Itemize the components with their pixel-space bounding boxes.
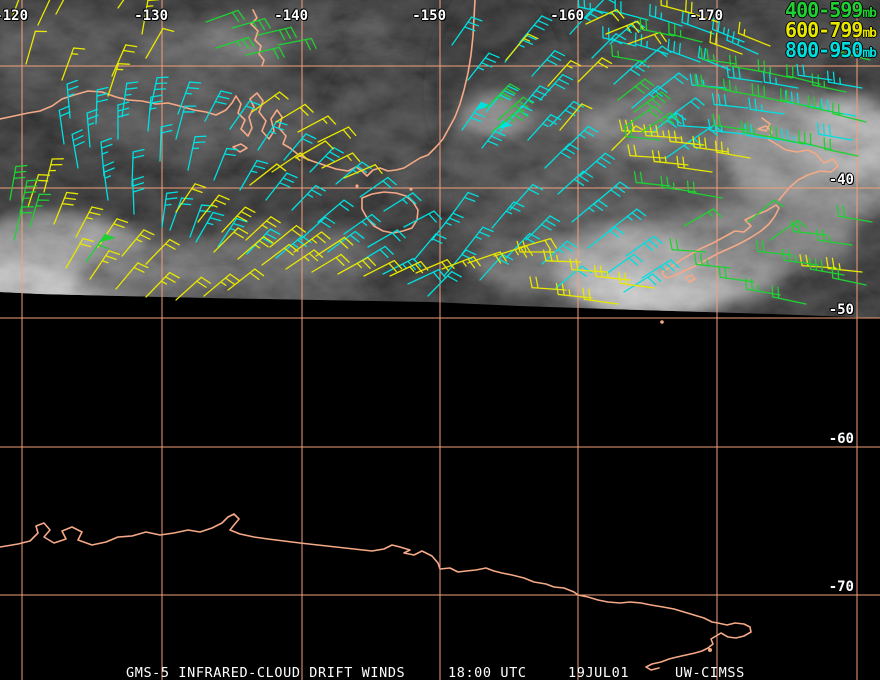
wind-barbs-800-950mb — [58, 0, 863, 297]
island-dot — [355, 184, 359, 188]
wind-barbs-600-799mb — [11, 0, 863, 305]
coastline-path — [757, 117, 839, 201]
wind-barbs-400-599mb — [9, 9, 873, 305]
coastline-path — [685, 274, 696, 283]
island-dot — [660, 320, 664, 324]
coastline-path — [361, 191, 419, 234]
coastline-path — [0, 513, 752, 671]
island-dot — [708, 648, 712, 652]
coastline-path — [661, 204, 780, 279]
coastline-path — [250, 9, 265, 67]
